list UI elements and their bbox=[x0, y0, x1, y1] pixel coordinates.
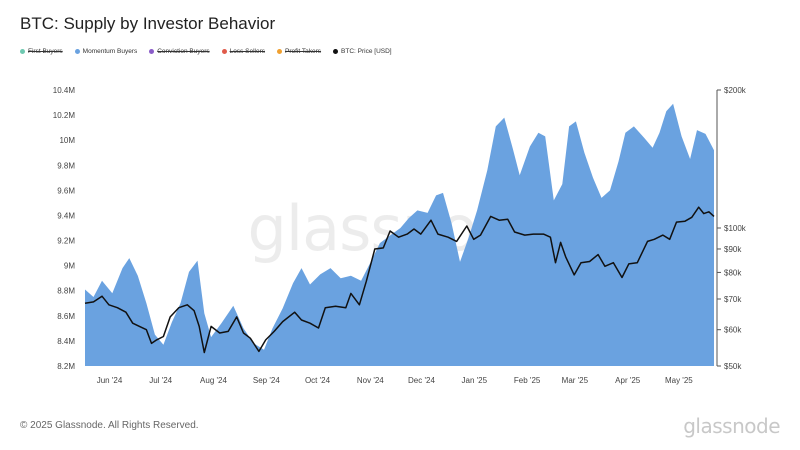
legend-item[interactable]: First Buyers bbox=[20, 48, 63, 55]
legend-item[interactable]: Profit Takers bbox=[277, 48, 321, 55]
y-left-tick-label: 9.2M bbox=[57, 237, 75, 246]
y-right-tick-label: $80k bbox=[724, 268, 742, 277]
legend-swatch bbox=[333, 49, 339, 54]
x-tick-label: Jan '25 bbox=[462, 376, 488, 385]
y-right-tick-label: $90k bbox=[724, 245, 742, 254]
y-left-tick-label: 8.2M bbox=[57, 362, 75, 371]
chart-title: BTC: Supply by Investor Behavior bbox=[20, 14, 276, 33]
y-right-tick-label: $70k bbox=[724, 295, 742, 304]
axis-layer: 8.2M 8.4M 8.6M 8.8M 9M 9.2M 9.4M 9.6M 9.8M 10M 10.… bbox=[53, 86, 747, 385]
y-left-tick-label: 10M bbox=[59, 136, 75, 145]
line-layer bbox=[84, 206, 715, 354]
legend-label: Conviction Buyers bbox=[157, 48, 210, 55]
y-left-tick-label: 8.6M bbox=[57, 312, 75, 321]
legend-label: Loss Sellers bbox=[229, 48, 266, 55]
y-right-tick-label: $200k bbox=[724, 86, 747, 95]
legend-label: First Buyers bbox=[28, 48, 63, 55]
y-left-tick-label: 10.4M bbox=[53, 86, 76, 95]
x-tick-label: Aug '24 bbox=[200, 376, 227, 385]
y-right-tick-label: $100k bbox=[724, 224, 747, 233]
x-tick-label: Oct '24 bbox=[305, 376, 331, 385]
legend-swatch bbox=[20, 49, 25, 54]
y-left-tick-label: 10.2M bbox=[53, 111, 76, 120]
x-tick-label: Sep '24 bbox=[253, 376, 280, 385]
y-left-tick-label: 9.4M bbox=[57, 211, 75, 220]
x-tick-label: Jun '24 bbox=[97, 376, 123, 385]
legend-item[interactable]: Conviction Buyers bbox=[149, 48, 210, 55]
legend: First Buyers Momentum Buyers Conviction Bu… bbox=[20, 48, 392, 55]
legend-label: Momentum Buyers bbox=[82, 48, 138, 55]
y-right-tick-label: $50k bbox=[724, 362, 742, 371]
x-tick-label: Apr '25 bbox=[615, 376, 641, 385]
legend-label: Profit Takers bbox=[285, 48, 322, 55]
legend-swatch bbox=[277, 49, 283, 54]
y-left-tick-label: 9.8M bbox=[57, 161, 75, 170]
legend-swatch bbox=[74, 49, 80, 54]
legend-label: BTC: Price [USD] bbox=[341, 48, 392, 55]
x-tick-label: Dec '24 bbox=[408, 376, 435, 385]
y-left-tick-label: 8.4M bbox=[57, 337, 75, 346]
series-line-btc-price bbox=[84, 206, 715, 354]
legend-item[interactable]: BTC: Price [USD] bbox=[333, 48, 392, 55]
x-tick-label: May '25 bbox=[665, 376, 693, 385]
x-tick-label: Nov '24 bbox=[357, 376, 384, 385]
y-left-tick-label: 9.6M bbox=[57, 186, 75, 195]
series-area-momentum-buyers bbox=[85, 103, 714, 367]
area-layer bbox=[85, 103, 714, 367]
y-right-tick-label: $60k bbox=[724, 326, 742, 335]
x-tick-label: Feb '25 bbox=[514, 376, 541, 385]
chart-plot: glassnode 8.2M8.4M8.6M8.8M9M9.2M9.4M9.6M… bbox=[53, 86, 747, 385]
footer-logo: glassnode bbox=[683, 414, 780, 438]
footer-copyright: © 2025 Glassnode. All Rights Reserved. bbox=[20, 420, 199, 431]
y-left-tick-label: 9M bbox=[64, 262, 75, 271]
legend-item[interactable]: Loss Sellers bbox=[221, 48, 266, 55]
legend-swatch bbox=[149, 49, 155, 54]
y-left-tick-label: 8.8M bbox=[57, 287, 75, 296]
x-tick-label: Mar '25 bbox=[562, 376, 589, 385]
x-tick-label: Jul '24 bbox=[149, 376, 172, 385]
legend-swatch bbox=[221, 49, 227, 54]
legend-item[interactable]: Momentum Buyers bbox=[74, 48, 138, 55]
